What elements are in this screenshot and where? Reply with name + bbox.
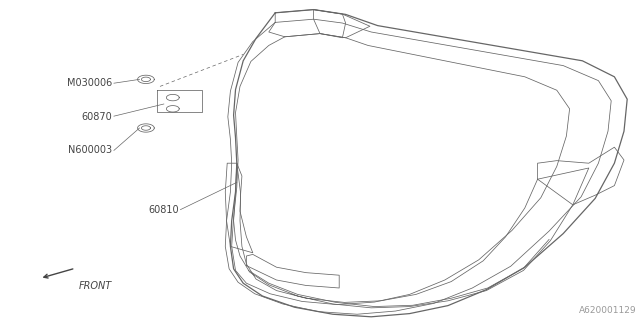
Text: 60810: 60810 <box>148 204 179 215</box>
Text: 60870: 60870 <box>81 112 112 122</box>
Text: A620001129: A620001129 <box>579 306 637 315</box>
Text: M030006: M030006 <box>67 78 112 88</box>
Text: FRONT: FRONT <box>79 281 112 291</box>
Text: N600003: N600003 <box>68 145 112 156</box>
